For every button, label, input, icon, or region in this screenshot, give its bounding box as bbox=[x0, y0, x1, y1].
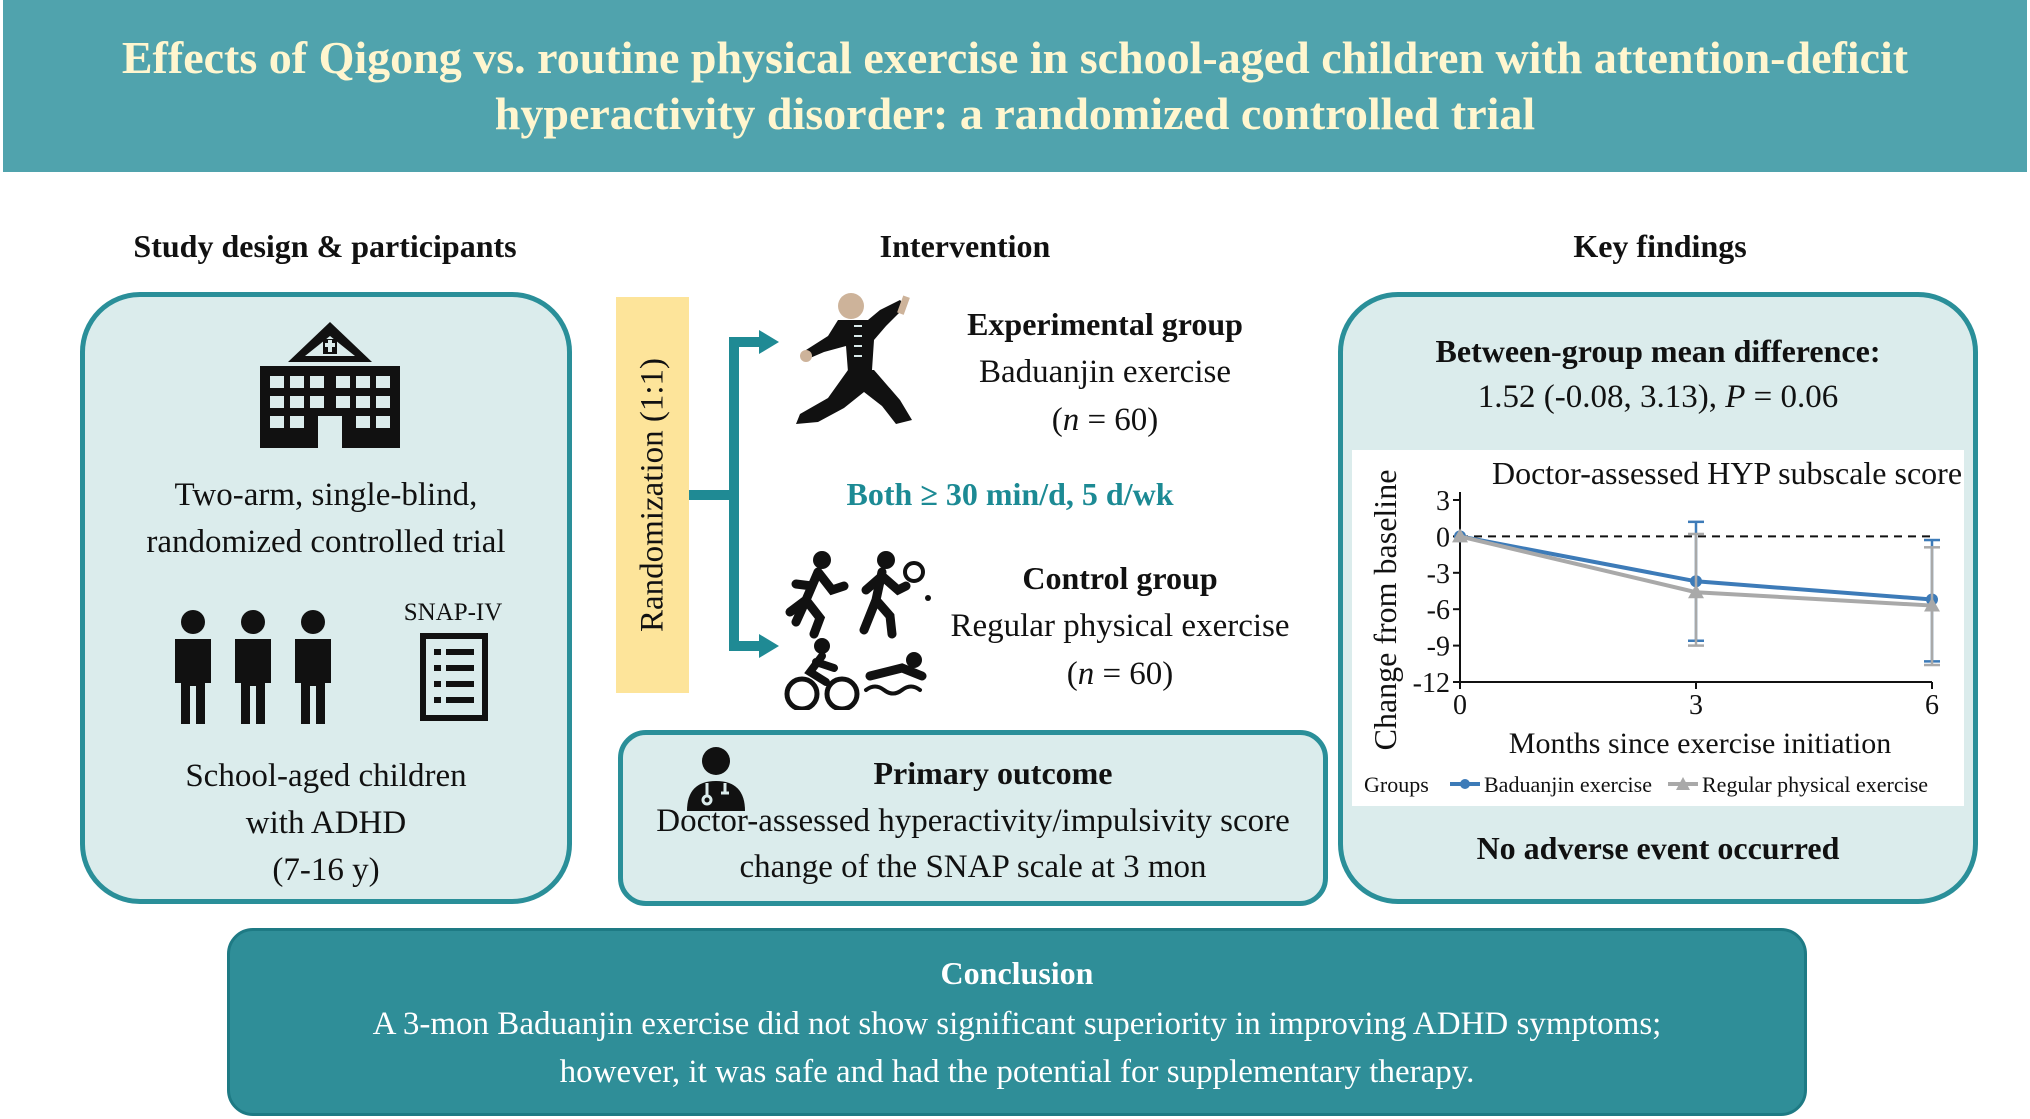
adverse-event-text: No adverse event occurred bbox=[1476, 830, 1840, 866]
control-n: (n = 60) bbox=[1066, 656, 1174, 692]
page-title: Effects of Qigong vs. routine physical e… bbox=[121, 32, 1909, 139]
primary-outcome-line2: change of the SNAP scale at 3 mon bbox=[739, 849, 1207, 885]
primary-outcome-line1: Doctor-assessed hyperactivity/impulsivit… bbox=[656, 803, 1290, 839]
control-group-title: Control group bbox=[1022, 560, 1218, 596]
sports-icon bbox=[784, 551, 931, 710]
chart-y-axis-label: Change from baseline bbox=[1367, 470, 1403, 751]
key-findings-panel: Between-group mean difference: 1.52 (-0.… bbox=[1338, 292, 1978, 904]
study-design-panel: Two-arm, single-blind, randomized contro… bbox=[80, 292, 572, 904]
conclusion-line2: however, it was safe and had the potenti… bbox=[559, 1054, 1475, 1090]
experimental-exercise: Baduanjin exercise bbox=[979, 354, 1231, 390]
randomization-label: Randomization (1:1) bbox=[634, 357, 670, 633]
participants-line3: (7-16 y) bbox=[272, 852, 380, 888]
chart-legend-label: Baduanjin exercise bbox=[1484, 772, 1652, 797]
chart-x-tick-label: 6 bbox=[1925, 690, 1939, 721]
questionnaire-icon bbox=[420, 633, 488, 721]
conclusion-text: A 3-mon Baduanjin exercise did not show … bbox=[230, 1000, 1804, 1096]
chart-y-tick-label: -9 bbox=[1427, 632, 1450, 663]
intervention-heading: Intervention bbox=[879, 228, 1051, 264]
chart-y-tick-label: -6 bbox=[1427, 595, 1450, 626]
hospital-icon bbox=[260, 322, 400, 448]
participants-line2: with ADHD bbox=[245, 805, 407, 841]
between-group-value: 1.52 (-0.08, 3.13), P = 0.06 bbox=[1477, 379, 1839, 415]
doctor-icon bbox=[687, 747, 745, 811]
experimental-n: (n = 60) bbox=[1051, 402, 1159, 438]
title-banner: Effects of Qigong vs. routine physical e… bbox=[3, 0, 2027, 172]
control-exercise: Regular physical exercise bbox=[950, 608, 1290, 644]
chart-legend-title: Groups bbox=[1364, 772, 1429, 797]
chart-point bbox=[1924, 597, 1940, 612]
primary-outcome-title: Primary outcome bbox=[873, 755, 1113, 791]
snap-iv-label: SNAP-IV bbox=[403, 599, 503, 626]
participants-line1: School-aged children bbox=[185, 758, 467, 794]
chart-x-tick-label: 0 bbox=[1453, 690, 1467, 721]
tai-chi-figure-icon bbox=[796, 293, 912, 424]
primary-outcome-box: Primary outcome Doctor-assessed hyperact… bbox=[618, 730, 1328, 906]
chart-x-axis-label: Months since exercise initiation bbox=[1509, 727, 1891, 760]
children-group-icon bbox=[175, 610, 331, 724]
trial-type-line1: Two-arm, single-blind, bbox=[174, 477, 478, 513]
conclusion-box: Conclusion A 3-mon Baduanjin exercise di… bbox=[227, 928, 1807, 1116]
chart-y-tick-label: 3 bbox=[1436, 486, 1450, 517]
experimental-group-title: Experimental group bbox=[967, 306, 1243, 342]
conclusion-title: Conclusion bbox=[940, 955, 1094, 991]
chart-y-tick-label: -3 bbox=[1427, 559, 1450, 590]
design-heading: Study design & participants bbox=[133, 228, 517, 264]
chart-point bbox=[1452, 528, 1468, 543]
randomization-bar: Randomization (1:1) bbox=[616, 297, 689, 693]
hyp-subscale-line-chart: Doctor-assessed HYP subscale score Chang… bbox=[1352, 450, 1964, 806]
intervention-dose: Both ≥ 30 min/d, 5 d/wk bbox=[846, 476, 1174, 512]
chart-y-tick-label: 0 bbox=[1436, 522, 1450, 553]
chart-legend-label: Regular physical exercise bbox=[1702, 772, 1928, 797]
chart-legend-marker bbox=[1460, 779, 1470, 789]
chart-point bbox=[1688, 584, 1704, 599]
branch-arrows bbox=[689, 330, 779, 658]
chart-y-tick-label: -12 bbox=[1413, 668, 1450, 699]
conclusion-line1: A 3-mon Baduanjin exercise did not show … bbox=[372, 1006, 1662, 1042]
chart-legend-marker bbox=[1676, 777, 1690, 790]
trial-type-line2: randomized controlled trial bbox=[146, 524, 506, 560]
findings-heading: Key findings bbox=[1573, 228, 1747, 264]
chart-title: Doctor-assessed HYP subscale score bbox=[1492, 455, 1962, 491]
chart-x-tick-label: 3 bbox=[1689, 690, 1703, 721]
between-group-title: Between-group mean difference: bbox=[1435, 333, 1881, 369]
